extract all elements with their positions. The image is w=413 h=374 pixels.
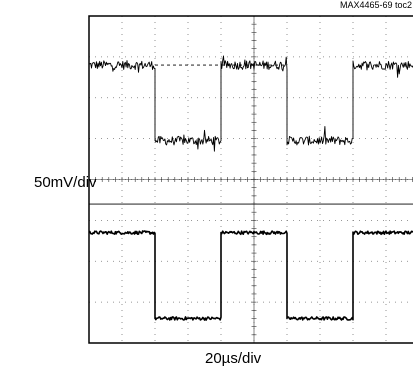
screen-border	[88, 15, 413, 344]
vertical-scale-label: 50mV/div	[34, 174, 97, 191]
figure-id: MAX4465-69 toc2	[339, 0, 412, 10]
trace-bottom	[88, 230, 413, 321]
signal-traces	[88, 55, 413, 321]
trace-top	[88, 55, 413, 152]
horizontal-scale-label: 20µs/div	[205, 350, 262, 367]
reference-lines	[89, 64, 413, 205]
